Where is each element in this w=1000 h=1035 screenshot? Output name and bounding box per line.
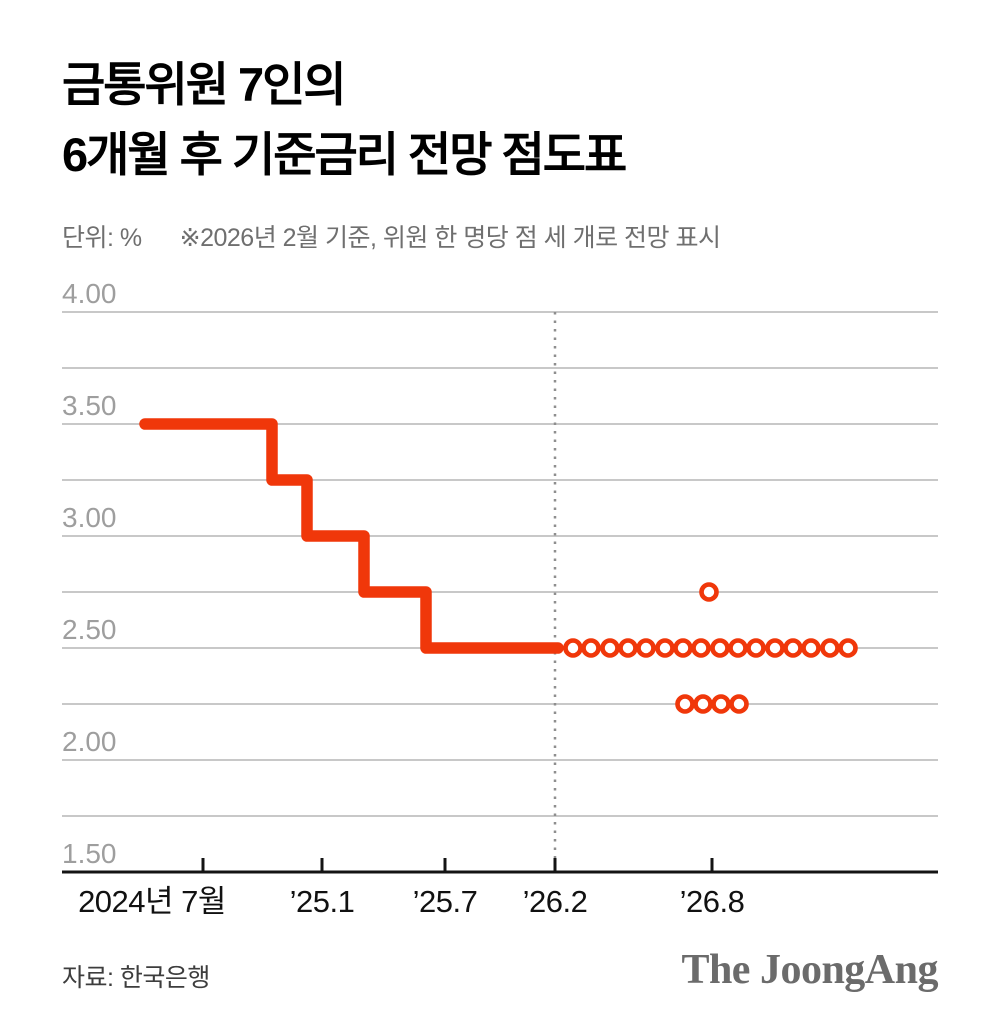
forecast-dot	[699, 582, 719, 602]
x-axis-label: ’25.1	[290, 884, 355, 919]
x-axis-label: ’25.7	[413, 884, 478, 919]
forecast-dot	[783, 638, 803, 658]
page-title: 금통위원 7인의 6개월 후 기준금리 전망 점도표	[62, 50, 627, 190]
forecast-dot	[693, 694, 713, 714]
x-axis-label: ’26.2	[523, 884, 588, 919]
unit-label: 단위: %	[62, 224, 142, 252]
y-axis-label: 1.50	[62, 838, 117, 869]
forecast-dot	[691, 638, 711, 658]
forecast-dot	[729, 694, 749, 714]
forecast-dot	[801, 638, 821, 658]
forecast-dot	[820, 638, 840, 658]
rate-step-line	[139, 418, 564, 654]
x-axis-label: ’26.8	[680, 884, 745, 919]
forecast-dot	[636, 638, 656, 658]
y-axis-label: 3.00	[62, 502, 117, 533]
forecast-dot	[618, 638, 638, 658]
title-line-1: 금통위원 7인의	[62, 58, 347, 111]
forecast-dot	[655, 638, 675, 658]
forecast-dot	[711, 694, 731, 714]
joongang-logo: The JoongAng	[681, 947, 938, 993]
forecast-dot	[728, 638, 748, 658]
forecast-dot	[710, 638, 730, 658]
forecast-dot	[838, 638, 858, 658]
forecast-dot	[746, 638, 766, 658]
chart-subtitle: 단위: % ※2026년 2월 기준, 위원 한 명당 점 세 개로 전망 표시	[62, 218, 721, 254]
dot-plot-chart: 4.00 3.50 3.00 2.50 2.00 1.50 2024년 7월 ’25.1 ’25…	[62, 278, 938, 919]
source-label: 자료: 한국은행	[62, 964, 210, 992]
forecast-dot	[673, 638, 693, 658]
forecast-dot	[675, 694, 695, 714]
forecast-dot	[563, 638, 583, 658]
forecast-dot	[581, 638, 601, 658]
forecast-dot	[600, 638, 620, 658]
y-axis-label: 4.00	[62, 278, 117, 309]
forecast-dot	[765, 638, 785, 658]
title-line-2: 6개월 후 기준금리 전망 점도표	[62, 128, 627, 181]
chart-note: ※2026년 2월 기준, 위원 한 명당 점 세 개로 전망 표시	[179, 224, 721, 252]
x-axis-label: 2024년 7월	[78, 884, 226, 919]
y-axis-label: 3.50	[62, 390, 117, 421]
y-axis-label: 2.50	[62, 614, 117, 645]
y-axis-label: 2.00	[62, 726, 117, 757]
